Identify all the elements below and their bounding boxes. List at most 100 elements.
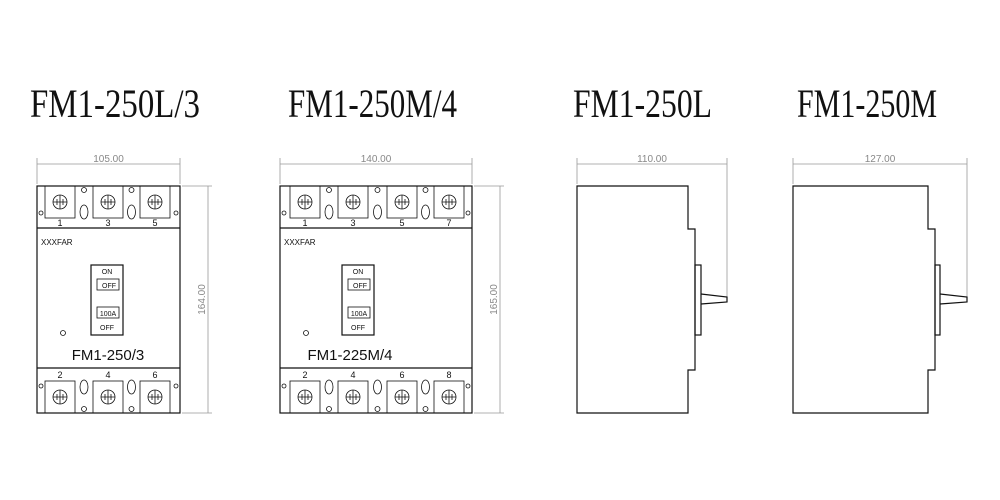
terminal-block	[92, 380, 124, 414]
terminal-block	[44, 185, 76, 219]
screw-slot	[101, 195, 115, 209]
mounting-hole	[373, 379, 382, 395]
terminal-number-top: 1	[57, 218, 62, 228]
terminal-block	[386, 380, 418, 414]
terminal-number-top: 5	[399, 218, 404, 228]
height-dimension: 164.00	[197, 284, 208, 315]
breaker-body	[279, 185, 473, 414]
depth-dimension-line	[792, 158, 968, 297]
hole	[326, 406, 332, 412]
width-dimension: 140.00	[361, 154, 392, 165]
screw-slot	[53, 390, 67, 404]
terminal-number-bottom: 6	[152, 370, 157, 380]
terminal-block	[44, 380, 76, 414]
rating-box	[347, 306, 371, 319]
terminal-number-top: 5	[152, 218, 157, 228]
terminal-number-bottom: 4	[105, 370, 110, 380]
brand-label: XXXFAR	[41, 238, 73, 247]
rating-box	[96, 306, 120, 319]
brand-label: XXXFAR	[284, 238, 316, 247]
title-fm1-250m: FM1-250M	[797, 81, 937, 126]
hole	[374, 187, 381, 193]
terminal-number-top: 1	[302, 218, 307, 228]
side-view-1: 110.00	[576, 154, 728, 414]
terminal-block	[289, 380, 321, 414]
handle-lever	[939, 293, 968, 305]
switch-off-indicator-label: OFF	[102, 283, 116, 290]
front-view-2: 140.00 165.00 1 2 3 4 5 6 7 8 XXXFAR ON OFF 100A OFF FM…	[279, 154, 504, 414]
mounting-hole	[127, 204, 136, 220]
height-dimension: 165.00	[489, 284, 500, 315]
hole	[281, 210, 287, 216]
terminal-number-bottom: 2	[57, 370, 62, 380]
screw-slot	[442, 195, 456, 209]
terminal-block	[337, 185, 369, 219]
hole	[81, 187, 87, 193]
hole	[173, 383, 179, 389]
switch-off-indicator-label: OFF	[353, 283, 367, 290]
terminal-number-top: 3	[105, 218, 110, 228]
terminal-block	[289, 185, 321, 219]
mounting-hole	[421, 204, 430, 220]
switch-off-label: OFF	[351, 325, 365, 332]
mounting-hole	[324, 379, 334, 395]
terminal-block	[386, 185, 418, 219]
screw-slot	[148, 195, 162, 209]
screw-slot	[442, 390, 456, 404]
mounting-hole	[373, 204, 382, 220]
height-dimension-line	[182, 185, 212, 414]
height-dimension-line	[474, 185, 504, 414]
handle-lever	[700, 293, 728, 305]
mounting-hole	[421, 379, 430, 395]
title-fm1-250m-4: FM1-250M/4	[288, 81, 457, 126]
screw-slot	[148, 390, 162, 404]
terminal-block	[139, 380, 171, 414]
mounting-hole	[79, 204, 89, 220]
hole	[422, 187, 429, 193]
terminal-number-top: 3	[350, 218, 355, 228]
side-view-2: 127.00	[792, 154, 968, 414]
toggle-switch	[90, 264, 124, 336]
rating-label: 100A	[100, 311, 117, 318]
hole	[422, 406, 429, 412]
hole	[465, 383, 471, 389]
depth-dimension: 127.00	[865, 154, 896, 165]
mounting-hole	[324, 204, 334, 220]
hole	[374, 406, 381, 412]
terminal-number-bottom: 2	[302, 370, 307, 380]
mounting-hole	[127, 379, 136, 395]
switch-off-label: OFF	[100, 325, 114, 332]
depth-dimension-line	[576, 158, 728, 297]
breaker-side-outline	[792, 185, 936, 414]
terminal-number-bottom: 8	[446, 370, 451, 380]
hole	[38, 210, 44, 216]
terminal-number-bottom: 6	[399, 370, 404, 380]
terminal-number-top: 7	[446, 218, 451, 228]
terminal-cover-divider	[280, 227, 472, 369]
screw-slot	[298, 390, 312, 404]
rating-label: 100A	[351, 311, 368, 318]
handle-plate	[694, 264, 702, 336]
screw-slot	[346, 195, 360, 209]
hole	[326, 187, 332, 193]
screw-slot	[395, 390, 409, 404]
handle-plate	[934, 264, 941, 336]
terminal-cover-divider	[37, 227, 180, 369]
screw-slot	[53, 195, 67, 209]
off-indicator	[347, 278, 371, 291]
title-fm1-250l-3: FM1-250L/3	[30, 81, 200, 126]
terminal-block	[337, 380, 369, 414]
toggle-switch	[341, 264, 375, 336]
switch-on-label: ON	[353, 269, 364, 276]
width-dimension-line	[36, 158, 181, 184]
indicator-dot	[60, 330, 66, 336]
breaker-side-outline	[576, 185, 696, 414]
off-indicator	[96, 278, 120, 291]
mounting-hole	[79, 379, 89, 395]
model-label: FM1-250/3	[72, 347, 145, 364]
terminal-block	[139, 185, 171, 219]
screw-slot	[101, 390, 115, 404]
screw-slot	[346, 390, 360, 404]
hole	[128, 187, 135, 193]
